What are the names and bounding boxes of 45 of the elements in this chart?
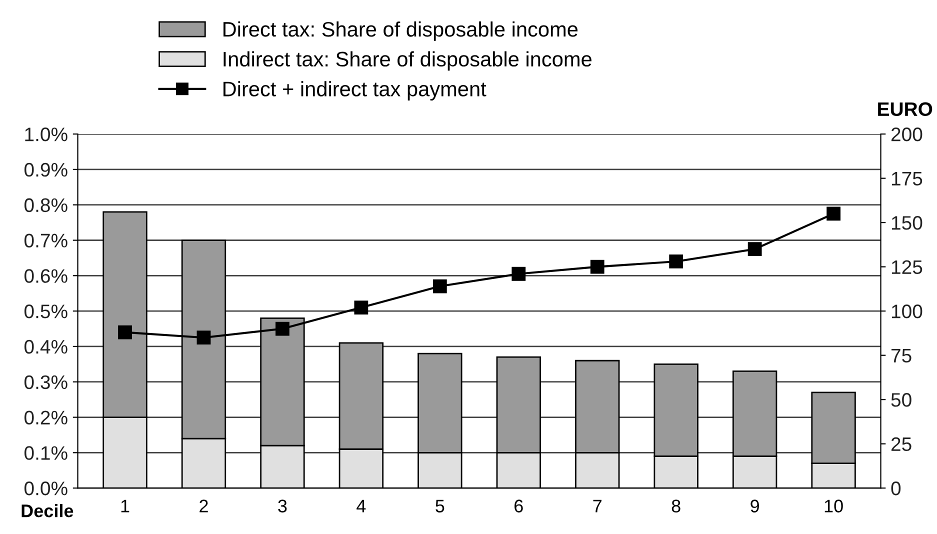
point	[669, 254, 684, 268]
point	[512, 266, 526, 281]
y-tick-label: 0.4%	[24, 340, 68, 354]
y2-tick-label: 150	[892, 216, 922, 230]
point	[748, 242, 762, 256]
x-tick-label: 8	[672, 500, 680, 512]
x-axis-title: Decile	[22, 504, 74, 518]
x-tick-label: 4	[356, 500, 366, 512]
point	[354, 300, 368, 314]
x-tick-label: 3	[278, 500, 287, 512]
x-tick-label: 7	[593, 500, 602, 512]
y-tick-label: 0.9%	[24, 162, 68, 177]
point	[276, 322, 290, 336]
y-tick-label: 0.5%	[24, 304, 68, 318]
y-tick-label: 0.8%	[24, 198, 68, 212]
y2-tick-label: 175	[892, 172, 922, 186]
x-tick-label: 9	[750, 500, 759, 512]
y-tick-label: 0.1%	[24, 446, 68, 460]
y-tick-label: 0.6%	[24, 269, 68, 283]
x-tick-label: 5	[436, 500, 444, 512]
legend-label: Indirect tax: Share of disposable income	[224, 51, 592, 71]
y-tick-label: 0.3%	[24, 375, 68, 390]
x-tick-label: 1	[121, 500, 130, 512]
y-tick-label: 0.0%	[24, 482, 68, 496]
point	[826, 206, 840, 221]
x-tick-label: 10	[824, 500, 843, 512]
y2-tick-label: 50	[891, 393, 912, 407]
legend-label: Direct tax: Share of disposable income	[224, 21, 578, 41]
x-tick-label: 2	[200, 500, 208, 512]
point	[118, 325, 132, 340]
y-tick-label: 1.0%	[25, 128, 68, 142]
legend-label: Direct + indirect tax payment	[224, 81, 486, 101]
y2-tick-label: 25	[891, 437, 912, 452]
point	[196, 330, 211, 345]
point	[432, 279, 447, 294]
y-tick-label: 0.7%	[24, 234, 68, 248]
point	[590, 260, 604, 274]
y2-tick-label: 75	[892, 348, 912, 363]
y2-axis-title: EURO	[878, 102, 932, 116]
y2-tick-label: 100	[892, 304, 922, 318]
y2-tick-label: 125	[892, 260, 922, 274]
y2-tick-label: 0	[891, 482, 901, 496]
y-tick-label: 0.2%	[24, 410, 68, 425]
y2-tick-label: 200	[891, 128, 922, 142]
x-tick-label: 6	[514, 500, 523, 512]
